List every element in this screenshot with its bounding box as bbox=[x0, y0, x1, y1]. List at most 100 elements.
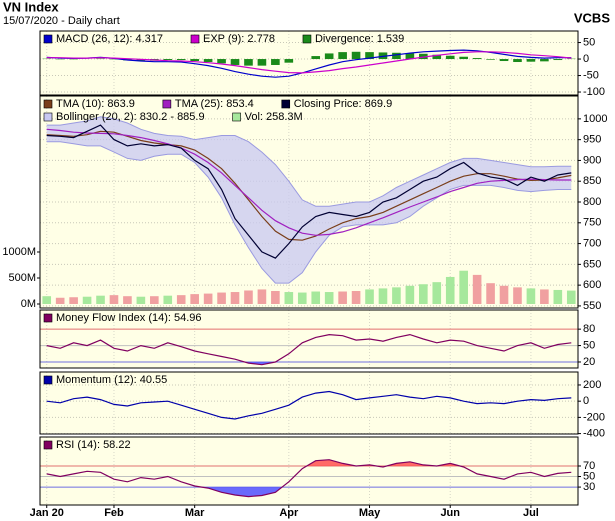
y-tick-label: 550 bbox=[583, 300, 601, 312]
y-tick-label: 20 bbox=[583, 356, 595, 368]
bar bbox=[163, 59, 173, 61]
panel-frame bbox=[39, 436, 579, 506]
bar bbox=[540, 59, 549, 62]
bar bbox=[459, 270, 468, 304]
legend-label: Momentum (12): 40.55 bbox=[56, 374, 167, 386]
y2-tick-label: 0M bbox=[21, 298, 36, 310]
y-tick-label: -400 bbox=[583, 428, 605, 440]
y2-tick-label: 500M bbox=[8, 272, 36, 284]
bar bbox=[324, 53, 334, 60]
bar bbox=[513, 59, 522, 63]
bar bbox=[244, 290, 253, 304]
bar bbox=[163, 295, 173, 304]
panel-frame bbox=[39, 309, 579, 369]
y-tick-label: 200 bbox=[583, 379, 601, 391]
legend-swatch bbox=[43, 375, 53, 385]
y-tick-label: 0 bbox=[583, 395, 589, 407]
x-tick-label: Jul bbox=[523, 507, 539, 519]
line bbox=[46, 128, 572, 236]
bar bbox=[203, 59, 213, 63]
panel-frame bbox=[39, 95, 579, 309]
bar bbox=[392, 287, 401, 304]
y-tick-label: -100 bbox=[583, 86, 605, 98]
legend-label: Money Flow Index (14): 54.96 bbox=[56, 312, 202, 324]
bar bbox=[351, 290, 361, 304]
x-tick-label: Jan 20 bbox=[30, 507, 64, 519]
legend-swatch bbox=[43, 34, 53, 44]
bar bbox=[284, 59, 294, 63]
legend-label: TMA (25): 853.4 bbox=[175, 98, 254, 110]
bar bbox=[338, 291, 347, 304]
legend-swatch bbox=[43, 313, 53, 323]
bar bbox=[311, 291, 321, 304]
bar bbox=[472, 58, 482, 60]
bar bbox=[338, 52, 347, 60]
legend-swatch bbox=[232, 112, 241, 122]
bar bbox=[190, 294, 199, 304]
bar bbox=[405, 285, 415, 304]
bar bbox=[526, 288, 536, 304]
bar bbox=[257, 289, 267, 304]
y-tick-label: -50 bbox=[583, 69, 599, 81]
bar bbox=[230, 292, 240, 304]
bar bbox=[432, 282, 442, 304]
panel-background bbox=[40, 437, 578, 505]
y-tick-label: 600 bbox=[583, 279, 601, 291]
x-tick-label: Jun bbox=[440, 507, 460, 519]
legend-label: MACD (26, 12): 4.317 bbox=[56, 33, 163, 45]
bar bbox=[445, 55, 455, 60]
bar bbox=[176, 295, 186, 304]
bar bbox=[203, 293, 213, 304]
x-tick-label: May bbox=[359, 507, 381, 519]
panel-frame bbox=[39, 30, 579, 96]
panel-frame bbox=[39, 371, 579, 435]
bar bbox=[244, 59, 253, 66]
bar bbox=[553, 289, 563, 304]
legend-swatch bbox=[43, 440, 53, 450]
y-tick-label: 80 bbox=[583, 323, 595, 335]
bar bbox=[419, 284, 428, 304]
bar bbox=[109, 295, 119, 304]
bar bbox=[42, 296, 52, 304]
y-tick-label: 0 bbox=[583, 53, 589, 65]
bar bbox=[499, 285, 509, 304]
bar bbox=[405, 53, 415, 60]
y-tick-label: 30 bbox=[583, 481, 595, 493]
bar bbox=[445, 276, 455, 304]
bar bbox=[392, 52, 401, 60]
legend-label: RSI (14): 58.22 bbox=[56, 439, 131, 451]
y-tick-label: 70 bbox=[583, 460, 595, 472]
y-tick-label: 900 bbox=[583, 154, 601, 166]
bar bbox=[419, 53, 428, 60]
y-tick-label: 700 bbox=[583, 237, 601, 249]
bar bbox=[311, 56, 321, 60]
legend-swatch bbox=[281, 99, 291, 109]
bar bbox=[324, 292, 334, 304]
bar bbox=[365, 52, 374, 60]
bar bbox=[365, 289, 374, 304]
line bbox=[46, 130, 572, 241]
x-tick-label: Apr bbox=[279, 507, 299, 519]
legend-label: Closing Price: 869.9 bbox=[294, 98, 392, 110]
bar bbox=[69, 297, 78, 304]
bar bbox=[432, 54, 442, 60]
y-tick-label: 850 bbox=[583, 175, 601, 187]
bar bbox=[553, 59, 563, 61]
bar bbox=[257, 59, 267, 66]
bar bbox=[566, 290, 576, 304]
legend-swatch bbox=[43, 112, 53, 122]
legend-swatch bbox=[43, 99, 53, 109]
legend-swatch bbox=[162, 99, 172, 109]
y-tick-label: 50 bbox=[583, 339, 595, 351]
bar bbox=[540, 289, 549, 304]
y-tick-label: 1000 bbox=[583, 113, 607, 125]
bar bbox=[136, 296, 146, 304]
bar bbox=[150, 296, 159, 304]
panel bbox=[40, 372, 578, 434]
legend-label: EXP (9): 2.778 bbox=[203, 33, 275, 45]
bar bbox=[297, 292, 307, 304]
bar bbox=[472, 274, 482, 304]
legend-label: TMA (10): 863.9 bbox=[56, 98, 135, 110]
x-tick-label: Mar bbox=[185, 507, 205, 519]
